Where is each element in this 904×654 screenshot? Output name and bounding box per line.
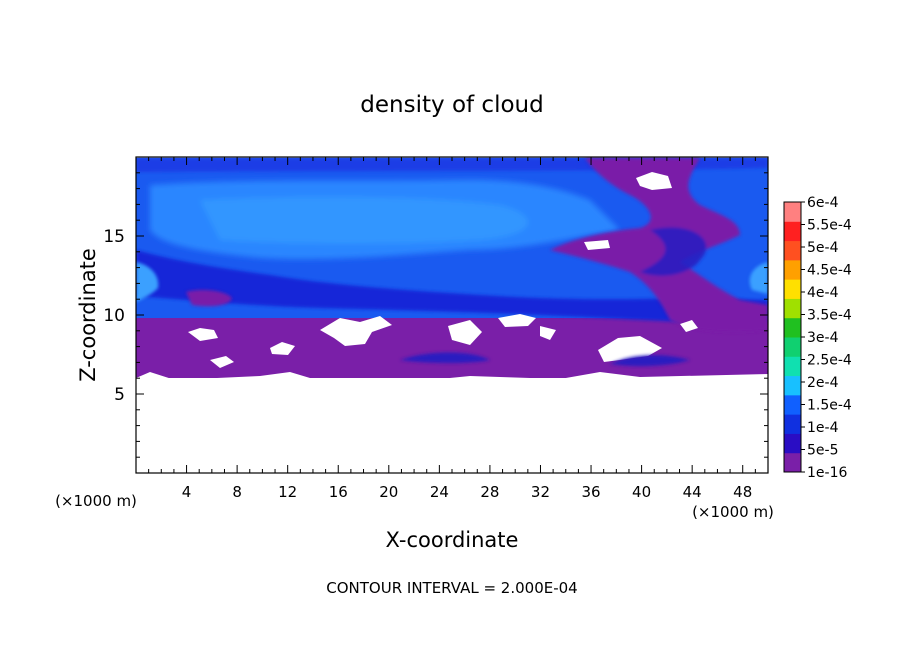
void-6: [448, 320, 482, 345]
left-purple-patch: [186, 290, 232, 307]
void-4: [210, 356, 234, 368]
x-tick-label: 8: [232, 483, 242, 501]
colorbar-label: 5e-4: [807, 240, 839, 256]
y-tick-label: 5: [114, 385, 125, 405]
colorbar-label: 1.5e-4: [807, 398, 852, 414]
colorbar-swatch: [784, 356, 801, 377]
void-3: [270, 342, 295, 355]
colorbar-swatch: [784, 317, 801, 338]
x-tick-label: 16: [329, 483, 348, 501]
colorbar-swatch: [784, 433, 801, 454]
void-11: [584, 240, 610, 250]
x-axis: 4 8 12 16 20 24 28 32 36 40 44 48: [148, 157, 756, 501]
y-axis: 5 10 15: [103, 172, 768, 458]
colorbar-label: 1e-16: [807, 465, 847, 481]
y-tick-label: 10: [103, 306, 125, 326]
cloud-core-2: [200, 196, 528, 244]
x-tick-label: 32: [531, 483, 550, 501]
x-unit-label: (×1000 m): [692, 503, 774, 521]
x-tick-label: 4: [182, 483, 192, 501]
void-10: [680, 320, 698, 332]
void-1: [136, 372, 768, 384]
colorbar-swatch: [784, 298, 801, 319]
right-blue-lobe: [749, 262, 768, 294]
x-tick-label: 12: [278, 483, 297, 501]
x-tick-label: 48: [733, 483, 752, 501]
x-tick-label: 28: [480, 483, 499, 501]
colorbar-label: 6e-4: [807, 195, 839, 211]
y-axis-label: Z-coordinate: [76, 248, 100, 382]
colorbar-label: 5e-5: [807, 443, 838, 459]
colorbar-swatch: [784, 202, 801, 222]
colorbar-label: 3e-4: [807, 330, 839, 346]
colorbar-swatch: [784, 375, 801, 396]
colorbar-swatch: [784, 452, 801, 473]
y-tick-label: 15: [103, 227, 125, 247]
z-unit-label: (×1000 m): [55, 492, 137, 510]
colorbar-label: 2e-4: [807, 375, 839, 391]
cloud-free-below: [136, 378, 768, 473]
colorbar-label: 1e-4: [807, 420, 839, 436]
colorbar-swatch: [784, 279, 801, 299]
colorbar-label: 2.5e-4: [807, 353, 852, 369]
colorbar-label: 3.5e-4: [807, 308, 852, 324]
void-5: [320, 316, 392, 346]
colorbar-swatch: [784, 394, 801, 415]
colorbar-swatch: [784, 414, 801, 434]
void-12: [636, 172, 672, 190]
colorbar: 1e-16 5e-5 1e-4 1.5e-4 2e-4 2.5e-4 3e-4 3.5e-4 4…: [783, 195, 852, 481]
x-axis-label: X-coordinate: [386, 528, 519, 552]
x-tick-label: 20: [379, 483, 398, 501]
contour-interval-note: CONTOUR INTERVAL = 2.000E-04: [326, 579, 577, 597]
colorbar-swatch: [784, 337, 801, 357]
dark-swirl: [640, 227, 707, 276]
colorbar-label: 4e-4: [807, 285, 839, 301]
colorbar-swatch: [784, 221, 801, 242]
right-purple-region: [550, 158, 768, 332]
cloud-free-areas: [136, 172, 768, 473]
x-tick-label: 36: [581, 483, 600, 501]
lens-2: [610, 355, 690, 367]
void-8: [540, 326, 556, 340]
density-field: [136, 158, 768, 473]
colorbar-label: 5.5e-4: [807, 218, 852, 234]
dark-band: [136, 250, 768, 323]
x-tick-label: 40: [632, 483, 651, 501]
x-tick-label: 44: [683, 483, 702, 501]
left-blue-lobe: [136, 262, 159, 302]
void-2: [188, 328, 218, 341]
lens-1: [400, 352, 490, 363]
colorbar-swatch: [784, 259, 801, 280]
colorbar-label: 4.5e-4: [807, 263, 852, 279]
colorbar-swatch: [784, 240, 801, 261]
x-tick-label: 24: [430, 483, 449, 501]
chart-title: density of cloud: [360, 92, 543, 118]
void-7: [498, 314, 536, 327]
